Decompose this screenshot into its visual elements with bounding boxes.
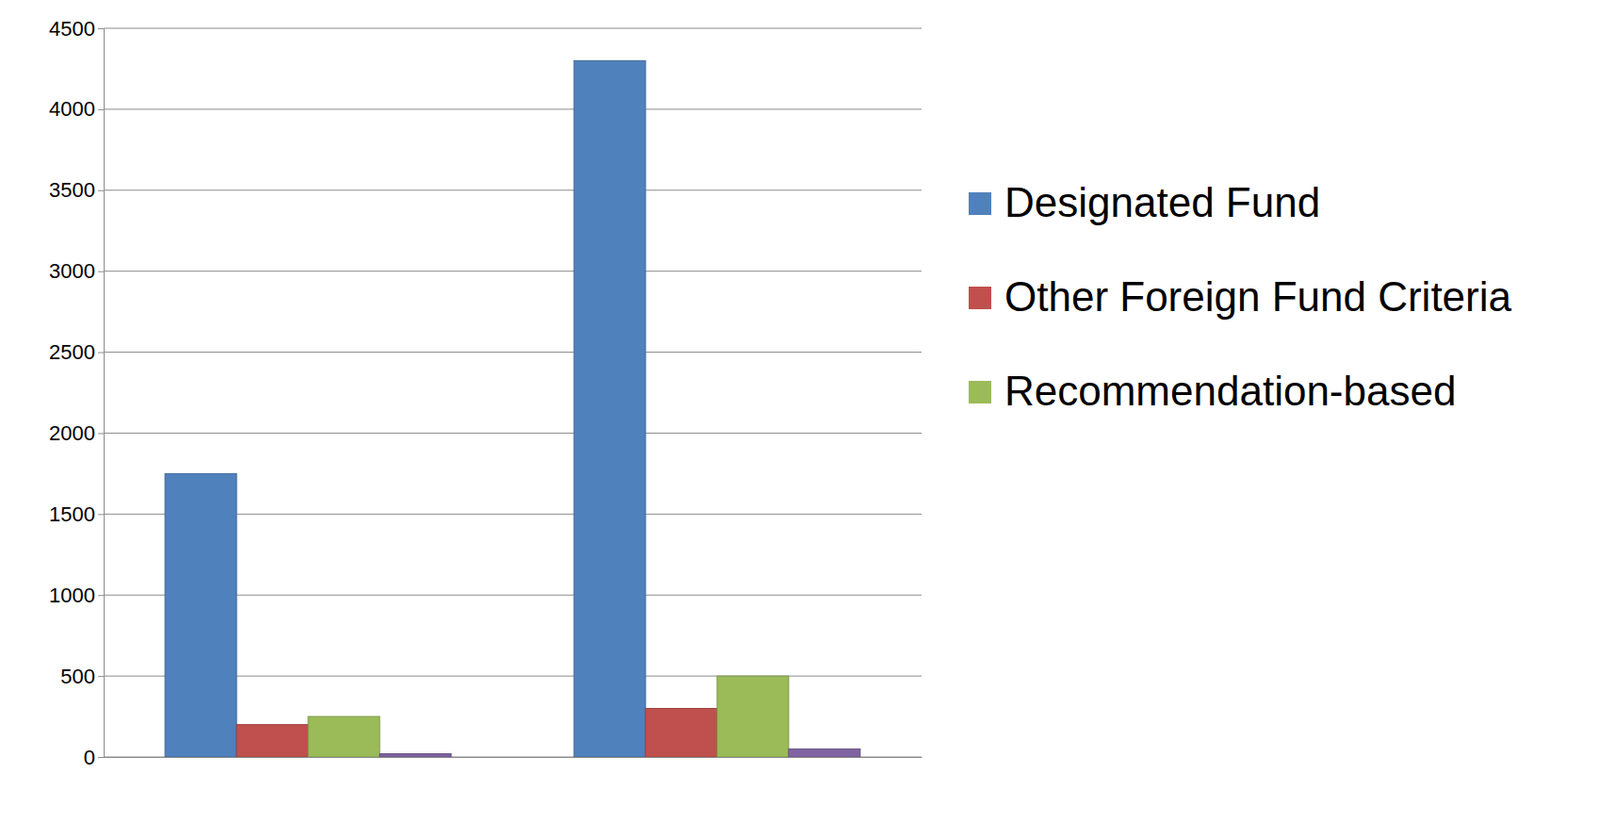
y-tick-label: 500 bbox=[60, 664, 96, 688]
y-tick: 2500 bbox=[48, 340, 104, 364]
x-axis bbox=[104, 756, 923, 759]
bar bbox=[788, 748, 861, 757]
legend-label: Recommendation-based bbox=[1004, 367, 1456, 414]
y-tick: 1000 bbox=[48, 583, 104, 607]
y-tick-mark bbox=[97, 513, 104, 515]
legend-item: Recommendation-based bbox=[968, 367, 1456, 414]
y-tick: 3500 bbox=[48, 178, 104, 202]
y-tick: 3000 bbox=[48, 259, 104, 283]
grid bbox=[103, 28, 922, 757]
x-axis-line bbox=[104, 756, 923, 758]
y-axis: 0 500 1000 1500 2000 2500 3000 3500 4000 4500 bbox=[48, 16, 104, 769]
y-tick-label: 1500 bbox=[48, 502, 96, 526]
legend-item: Other Foreign Fund Criteria bbox=[968, 273, 1513, 320]
y-tick-label: 2000 bbox=[48, 421, 96, 445]
y-tick: 4000 bbox=[48, 97, 104, 121]
y-tick: 0 bbox=[83, 745, 104, 769]
grid-line bbox=[103, 270, 922, 272]
grid-line bbox=[103, 189, 922, 191]
bar bbox=[379, 753, 452, 757]
y-tick-label: 1000 bbox=[48, 583, 96, 607]
y-tick-mark bbox=[97, 432, 104, 434]
bars bbox=[164, 60, 861, 757]
y-tick: 500 bbox=[60, 664, 104, 688]
legend-swatch bbox=[968, 286, 992, 310]
y-axis-line bbox=[97, 29, 105, 758]
grid-line bbox=[103, 108, 922, 110]
y-tick-mark bbox=[97, 271, 104, 273]
bar bbox=[308, 716, 380, 757]
grid-line bbox=[103, 28, 922, 30]
y-tick-label: 0 bbox=[83, 745, 96, 769]
y-tick-mark bbox=[97, 756, 104, 758]
legend-label: Other Foreign Fund Criteria bbox=[1004, 273, 1513, 320]
legend-label: Designated Fund bbox=[1004, 179, 1321, 226]
grid-line bbox=[103, 432, 922, 434]
y-tick-label: 2500 bbox=[48, 340, 96, 364]
y-tick-mark bbox=[97, 594, 104, 596]
y-tick: 4500 bbox=[48, 16, 104, 41]
y-tick-label: 4500 bbox=[48, 16, 96, 41]
y-tick-label: 4000 bbox=[48, 97, 96, 121]
y-tick: 1500 bbox=[48, 502, 104, 526]
legend: Designated Fund Other Foreign Fund Criter… bbox=[968, 179, 1513, 414]
bar bbox=[573, 60, 646, 757]
y-tick-label: 3000 bbox=[48, 259, 96, 283]
legend-item: Designated Fund bbox=[968, 179, 1321, 226]
bar bbox=[164, 473, 237, 757]
plot: 0 500 1000 1500 2000 2500 3000 3500 4000 4500 bbox=[48, 16, 922, 769]
y-tick-mark bbox=[97, 28, 104, 30]
bar bbox=[236, 724, 309, 757]
y-tick-mark bbox=[97, 109, 104, 111]
chart: 0 500 1000 1500 2000 2500 3000 3500 4000 4500 Desi… bbox=[0, 0, 1600, 823]
y-tick-mark bbox=[97, 352, 104, 354]
grid-line bbox=[103, 351, 922, 353]
bar bbox=[645, 707, 718, 757]
y-tick-mark bbox=[97, 190, 104, 192]
y-tick: 2000 bbox=[48, 421, 104, 445]
legend-swatch bbox=[968, 192, 992, 215]
bar bbox=[717, 675, 789, 757]
y-tick-label: 3500 bbox=[48, 178, 96, 202]
legend-swatch bbox=[968, 380, 992, 404]
y-tick-mark bbox=[97, 675, 104, 677]
